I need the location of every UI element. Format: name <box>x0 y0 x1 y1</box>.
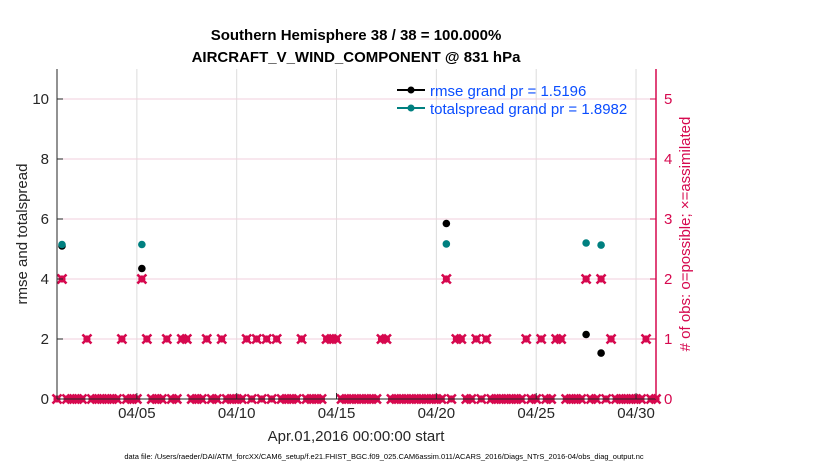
obs-assimilated-marker <box>241 333 253 345</box>
y-right-tick-label: 2 <box>664 271 672 288</box>
obs-assimilated-marker <box>216 333 228 345</box>
obs-assimilated-marker <box>271 333 283 345</box>
obs-count-marker <box>261 333 273 345</box>
totalspread-point <box>442 240 451 248</box>
rmse-point <box>138 264 146 273</box>
obs-assimilated-marker <box>520 333 532 345</box>
obs-count-marker <box>470 333 482 345</box>
data-marks <box>51 219 662 405</box>
obs-count-marker <box>241 333 253 345</box>
obs-assimilated-marker <box>470 333 482 345</box>
obs-count-marker <box>271 333 283 345</box>
obs-assimilated-marker <box>201 333 213 345</box>
obs-assimilated-marker <box>136 273 148 285</box>
obs-assimilated-marker <box>116 333 128 345</box>
obs-count-marker <box>595 273 607 285</box>
x-tick-label: 04/05 <box>118 405 156 422</box>
y-right-tick-label: 1 <box>664 331 672 348</box>
obs-count-marker <box>605 333 617 345</box>
x-axis-label: Apr.01,2016 00:00:00 start <box>268 428 446 445</box>
obs-count-marker <box>640 333 652 345</box>
y-left-tick-label: 6 <box>41 211 49 228</box>
x-tick-label: 04/15 <box>318 405 356 422</box>
obs-count-marker <box>161 333 173 345</box>
y-axis-right-label: # of obs: o=possible; ×=assimilated <box>677 117 694 352</box>
x-tick-label: 04/20 <box>418 405 456 422</box>
obs-assimilated-marker <box>141 333 153 345</box>
obs-assimilated-marker <box>251 333 263 345</box>
obs-assimilated-marker <box>480 333 492 345</box>
obs-assimilated-marker <box>535 333 547 345</box>
obs-assimilated-marker <box>296 333 308 345</box>
y-right-tick-label: 4 <box>664 151 672 168</box>
x-tick-label: 04/30 <box>617 405 655 422</box>
legend-rmse-label: rmse grand pr = 1.5196 <box>430 83 586 100</box>
obs-count-marker <box>480 333 492 345</box>
obs-assimilated-marker <box>181 333 193 345</box>
totalspread-point <box>582 239 590 247</box>
obs-count-marker <box>181 333 193 345</box>
obs-assimilated-marker <box>161 333 173 345</box>
obs-count-marker <box>216 333 228 345</box>
obs-assimilated-marker <box>381 333 392 345</box>
obs-assimilated-marker <box>640 333 652 345</box>
y-left-tick-label: 2 <box>41 331 49 348</box>
rmse-point <box>597 349 605 357</box>
chart-title-line2: AIRCRAFT_V_WIND_COMPONENT @ 831 hPa <box>192 49 522 66</box>
obs-count-marker <box>136 273 148 285</box>
obs-count-marker <box>141 333 153 345</box>
totalspread-point <box>597 241 605 249</box>
y-left-tick-label: 4 <box>41 271 49 288</box>
obs-assimilated-marker <box>595 273 607 285</box>
legend-spread-label: totalspread grand pr = 1.8982 <box>430 101 627 118</box>
obs-count-marker <box>296 333 308 345</box>
chart-title-line1: Southern Hemisphere 38 / 38 = 100.000% <box>211 27 502 44</box>
obs-count-marker <box>116 333 128 345</box>
y-axis-left-label: rmse and totalspread <box>14 164 31 305</box>
obs-count-marker <box>555 333 567 345</box>
totalspread-point <box>138 240 146 249</box>
y-right-tick-label: 3 <box>664 211 672 228</box>
obs-assimilated-marker <box>605 333 617 345</box>
x-tick-label: 04/25 <box>517 405 555 422</box>
obs-count-marker <box>535 333 547 345</box>
y-left-tick-label: 8 <box>41 151 49 168</box>
data-file-footer: data file: /Users/raeder/DAI/ATM_forcXX/… <box>124 452 644 461</box>
obs-count-marker <box>201 333 213 345</box>
obs-count-marker <box>381 333 392 345</box>
obs-count-marker <box>331 333 342 345</box>
obs-count-marker <box>520 333 532 345</box>
obs-assimilated-marker <box>261 333 273 345</box>
obs-assimilated-marker <box>555 333 567 345</box>
rmse-point <box>582 330 590 339</box>
totalspread-point <box>58 240 66 249</box>
obs-assimilated-marker <box>331 333 342 345</box>
legend-rmse-marker <box>407 86 415 94</box>
obs-assimilated-marker <box>580 273 592 285</box>
legend-spread-marker <box>407 104 415 112</box>
obs-assimilated-marker <box>440 273 452 285</box>
y-left-tick-label: 0 <box>41 391 49 408</box>
obs-assimilated-marker <box>81 333 93 345</box>
y-right-tick-label: 5 <box>664 91 672 108</box>
y-left-tick-label: 10 <box>32 91 49 108</box>
y-right-tick-label: 0 <box>664 391 672 408</box>
obs-count-marker <box>81 333 93 345</box>
x-tick-label: 04/10 <box>218 405 256 422</box>
obs-count-marker <box>455 333 467 345</box>
axes: 04/05 04/10 04/15 04/20 04/25 04/30 0 1 2 3 4 5 0 2 4 6… <box>32 69 672 422</box>
obs-count-marker <box>580 273 592 285</box>
legend: rmse grand pr = 1.5196 totalspread grand… <box>397 83 627 118</box>
obs-assimilated-marker <box>455 333 467 345</box>
obs-count-marker <box>251 333 263 345</box>
obs-count-marker <box>440 273 452 285</box>
rmse-point <box>442 219 451 228</box>
grid <box>57 69 656 399</box>
